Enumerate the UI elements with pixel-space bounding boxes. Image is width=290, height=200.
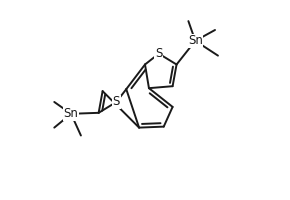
Text: Sn: Sn — [64, 107, 79, 120]
Text: S: S — [113, 95, 120, 108]
Text: S: S — [155, 47, 162, 60]
Text: Sn: Sn — [188, 34, 203, 47]
